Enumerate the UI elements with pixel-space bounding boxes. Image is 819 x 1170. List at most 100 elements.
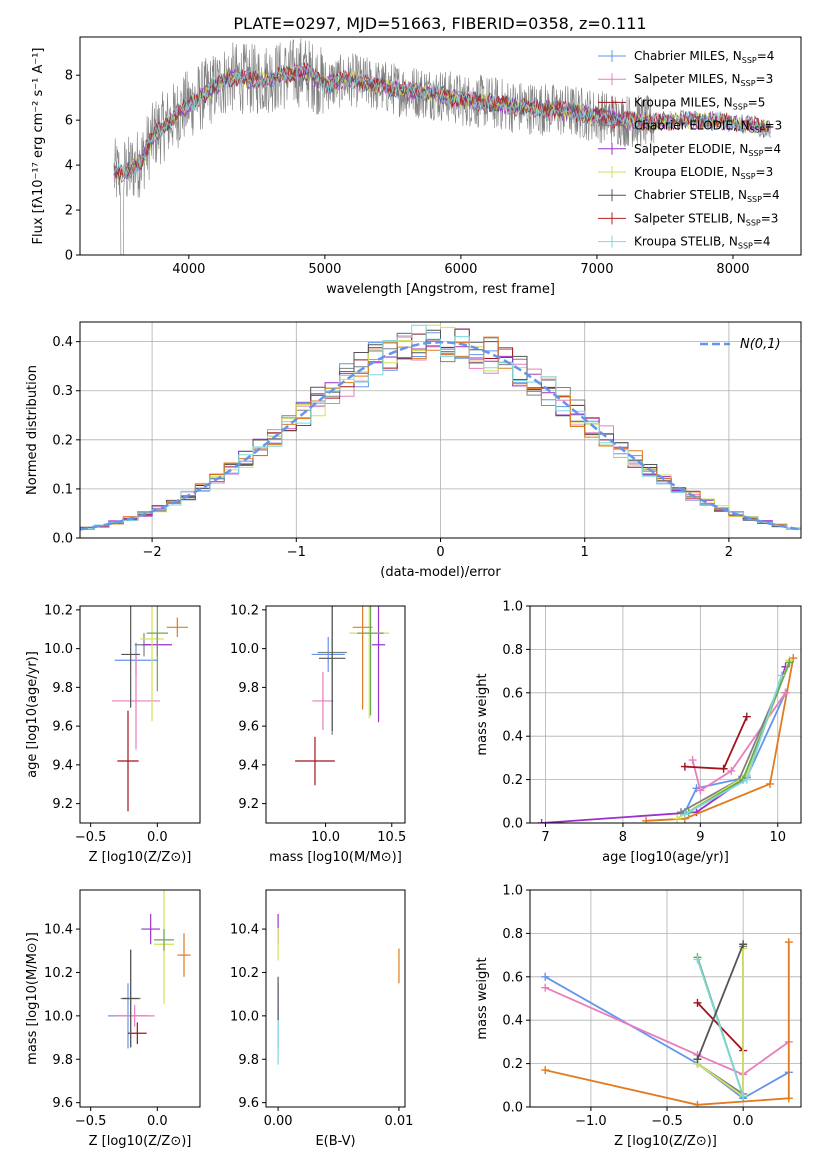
axes-frame: [79, 605, 201, 824]
x-tick-label: 9: [696, 830, 704, 845]
x-tick-label: 8: [619, 830, 627, 845]
x-tick-label: 6000: [444, 262, 477, 277]
spectrum-legend: Chabrier MILES, NSSP=4 Salpeter MILES, NS…: [598, 49, 782, 251]
y-tick-label: 0.6: [502, 970, 523, 985]
legend-label: N(0,1): [740, 337, 781, 352]
y-tick-label: 10.0: [44, 1009, 73, 1024]
x-axis-label: (data-model)/error: [380, 565, 501, 580]
weight-series-line: [688, 662, 791, 813]
spectrum-data: [113, 38, 655, 255]
axes-frame: [529, 605, 802, 824]
y-tick-label: 4: [65, 159, 73, 174]
weight-point: [541, 1066, 550, 1075]
plot-area: [541, 938, 793, 1107]
x-tick-label: 2: [725, 545, 733, 560]
errorbar-point: [318, 606, 346, 731]
weight-point: [781, 688, 790, 697]
legend-label: Chabrier STELIB, NSSP=4: [634, 188, 780, 204]
x-axis-label: wavelength [Angstrom, rest frame]: [326, 282, 555, 297]
x-axis-label: Z [log10(Z/Z⊙)]: [89, 850, 192, 865]
weight-point: [727, 766, 736, 775]
legend-label: Chabrier ELODIE, NSSP=3: [634, 119, 782, 135]
y-tick-label: 0.0: [52, 532, 73, 547]
x-axis-label: mass [log10(M/M⊙)]: [269, 850, 402, 865]
x-tick-label: −2: [143, 545, 162, 560]
y-tick-label: 0.1: [52, 482, 73, 497]
y-tick-label: 9.2: [238, 797, 259, 812]
panel-Z-weight: −1.0 −0.5 0.0 0.0 0.2 0.4 0.6 0.8 1.0 Z [log10(Z/…: [475, 884, 802, 1149]
panel-age-weight: 7 8 9 10 0.0 0.2 0.4 0.6 0.8 1.0 age [log10(age/yr…: [475, 600, 802, 865]
legend-label: Salpeter MILES, NSSP=3: [634, 72, 773, 88]
x-tick-label: 0.01: [384, 1114, 413, 1129]
x-tick-label: 5000: [308, 262, 341, 277]
errorbar-point: [114, 1005, 155, 1027]
errorbar-point: [166, 617, 188, 637]
y-tick-label: 0.4: [502, 1014, 523, 1029]
y-tick-label: 0.3: [52, 384, 73, 399]
x-axis-label: Z [log10(Z/Z⊙)]: [614, 1134, 717, 1149]
y-tick-label: 0.8: [502, 927, 523, 942]
weight-series-line: [545, 942, 790, 1106]
legend-label: Chabrier MILES, NSSP=4: [634, 49, 774, 65]
y-tick-label: 10.0: [230, 642, 259, 657]
panel-residual-hist: −2 −1 0 1 2 0.0 0.1 0.2 0.3 0.4 (data-model)/error…: [25, 321, 802, 580]
weight-point: [784, 1094, 793, 1103]
x-tick-label: 1: [581, 545, 589, 560]
x-tick-label: 0.0: [147, 830, 168, 845]
y-tick-label: 10.2: [44, 966, 73, 981]
y-tick-label: 9.8: [52, 1053, 73, 1068]
y-tick-label: 1.0: [502, 600, 523, 615]
y-tick-label: 0.4: [502, 730, 523, 745]
y-tick-label: 9.4: [238, 758, 259, 773]
x-axis-label: Z [log10(Z/Z⊙)]: [89, 1134, 192, 1149]
y-tick-label: 9.8: [238, 681, 259, 696]
weight-point: [785, 658, 794, 667]
y-tick-label: 9.8: [52, 681, 73, 696]
figure-title: PLATE=0297, MJD=51663, FIBERID=0358, z=0…: [233, 14, 646, 33]
y-tick-label: 9.6: [52, 1096, 73, 1111]
weight-point: [693, 998, 702, 1007]
y-tick-label: 10.0: [44, 642, 73, 657]
weight-point: [688, 756, 697, 765]
x-tick-label: 0.00: [264, 1114, 293, 1129]
weight-point: [719, 764, 728, 773]
weight-point: [739, 1092, 748, 1101]
normal-curve: [80, 340, 801, 531]
y-tick-label: 0.0: [502, 817, 523, 832]
errorbar-point: [140, 606, 164, 722]
panel-EBV-mass: 0.00 0.01 9.6 9.8 10.0 10.2 10.4 E(B-V): [230, 889, 413, 1149]
errorbar-point: [352, 606, 373, 710]
weight-point: [766, 779, 775, 788]
axes-frame: [529, 889, 802, 1108]
y-tick-label: 2: [65, 204, 73, 219]
legend-label: Kroupa STELIB, NSSP=4: [634, 235, 771, 251]
y-tick-label: 0.2: [52, 433, 73, 448]
x-tick-label: 0.0: [147, 1114, 168, 1129]
x-axis-label: E(B-V): [315, 1134, 355, 1149]
weight-series-line: [691, 692, 787, 792]
y-axis-label: mass weight: [475, 957, 490, 1039]
weight-point: [693, 1100, 702, 1107]
y-axis-label: Normed distribution: [25, 365, 40, 495]
plot-area: [112, 606, 188, 812]
x-tick-label: 10: [769, 830, 786, 845]
y-tick-label: 0.6: [502, 686, 523, 701]
y-tick-label: 10.2: [230, 966, 259, 981]
weight-point: [541, 972, 550, 981]
weight-series-line: [680, 662, 791, 813]
y-tick-label: 10.0: [230, 1009, 259, 1024]
errorbar-point: [311, 637, 345, 672]
y-tick-label: 10.2: [230, 603, 259, 618]
y-tick-label: 0.8: [502, 643, 523, 658]
weight-point: [642, 816, 651, 823]
spectrum-model-line: [113, 63, 771, 184]
spectrum-model-line: [113, 62, 771, 179]
errorbar-point: [357, 606, 384, 716]
panel-Z-age: −0.5 0.0 9.2 9.4 9.6 9.8 10.0 10.2 Z [log10(Z/Z⊙…: [25, 603, 201, 865]
y-axis-label: Flux [fλ10⁻¹⁷ erg cm⁻² s⁻¹ A⁻¹]: [31, 48, 46, 245]
weight-point: [777, 671, 786, 680]
y-tick-label: 6: [65, 114, 73, 129]
x-tick-label: 4000: [172, 262, 205, 277]
weight-point: [693, 1055, 702, 1064]
